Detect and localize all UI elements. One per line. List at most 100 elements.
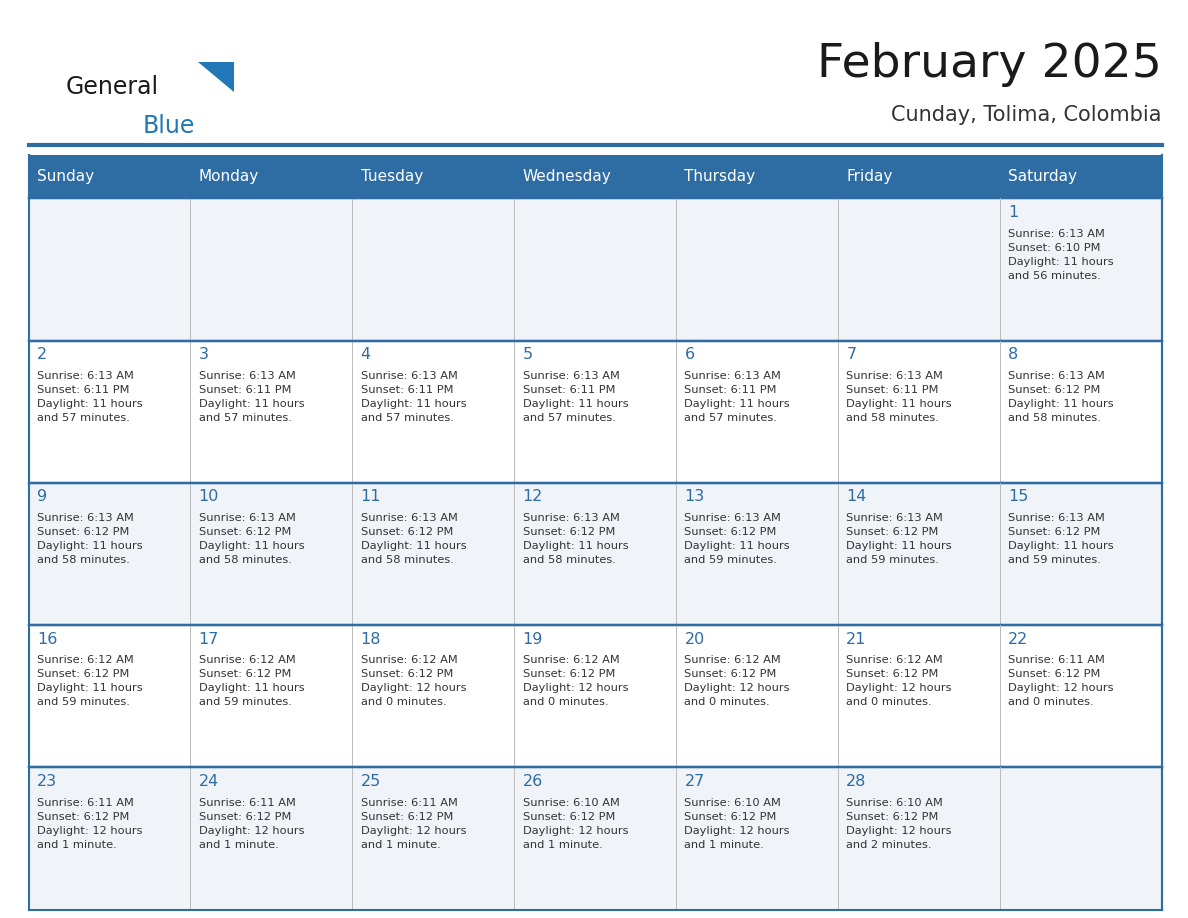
Text: Sunrise: 6:11 AM
Sunset: 6:12 PM
Daylight: 12 hours
and 0 minutes.: Sunrise: 6:11 AM Sunset: 6:12 PM Dayligh…: [1009, 655, 1114, 708]
Text: 14: 14: [846, 489, 867, 504]
Text: February 2025: February 2025: [817, 41, 1162, 87]
Text: 6: 6: [684, 347, 695, 362]
Bar: [190, 198, 353, 341]
Bar: [190, 155, 353, 198]
Text: 9: 9: [37, 489, 48, 504]
Text: Sunrise: 6:13 AM
Sunset: 6:11 PM
Daylight: 11 hours
and 57 minutes.: Sunrise: 6:13 AM Sunset: 6:11 PM Dayligh…: [37, 371, 143, 423]
Bar: [838, 198, 1000, 341]
Bar: [838, 155, 1000, 198]
Text: Sunrise: 6:12 AM
Sunset: 6:12 PM
Daylight: 12 hours
and 0 minutes.: Sunrise: 6:12 AM Sunset: 6:12 PM Dayligh…: [361, 655, 466, 708]
Bar: [353, 625, 514, 767]
Text: 15: 15: [1009, 489, 1029, 504]
Text: 26: 26: [523, 774, 543, 789]
Bar: [1000, 155, 1162, 198]
Text: Sunrise: 6:13 AM
Sunset: 6:11 PM
Daylight: 11 hours
and 57 minutes.: Sunrise: 6:13 AM Sunset: 6:11 PM Dayligh…: [361, 371, 466, 423]
Bar: [838, 767, 1000, 910]
Text: 18: 18: [361, 632, 381, 646]
Bar: [29, 767, 190, 910]
Bar: [190, 341, 353, 483]
Bar: [353, 483, 514, 625]
Text: Wednesday: Wednesday: [523, 169, 612, 185]
Bar: [1000, 483, 1162, 625]
Bar: [838, 341, 1000, 483]
Text: Friday: Friday: [846, 169, 892, 185]
Text: Sunrise: 6:13 AM
Sunset: 6:12 PM
Daylight: 11 hours
and 58 minutes.: Sunrise: 6:13 AM Sunset: 6:12 PM Dayligh…: [1009, 371, 1114, 423]
Bar: [514, 155, 676, 198]
Bar: [190, 767, 353, 910]
Text: 13: 13: [684, 489, 704, 504]
Text: Sunrise: 6:12 AM
Sunset: 6:12 PM
Daylight: 12 hours
and 0 minutes.: Sunrise: 6:12 AM Sunset: 6:12 PM Dayligh…: [846, 655, 952, 708]
Bar: [353, 198, 514, 341]
Text: Sunrise: 6:10 AM
Sunset: 6:12 PM
Daylight: 12 hours
and 1 minute.: Sunrise: 6:10 AM Sunset: 6:12 PM Dayligh…: [523, 798, 628, 850]
Text: Sunrise: 6:13 AM
Sunset: 6:10 PM
Daylight: 11 hours
and 56 minutes.: Sunrise: 6:13 AM Sunset: 6:10 PM Dayligh…: [1009, 229, 1114, 281]
Text: Sunrise: 6:12 AM
Sunset: 6:12 PM
Daylight: 11 hours
and 59 minutes.: Sunrise: 6:12 AM Sunset: 6:12 PM Dayligh…: [198, 655, 304, 708]
Text: 20: 20: [684, 632, 704, 646]
Text: 21: 21: [846, 632, 867, 646]
Bar: [514, 483, 676, 625]
Bar: [353, 341, 514, 483]
Text: 19: 19: [523, 632, 543, 646]
Text: Blue: Blue: [143, 114, 195, 138]
Bar: [29, 198, 190, 341]
Text: Sunrise: 6:10 AM
Sunset: 6:12 PM
Daylight: 12 hours
and 1 minute.: Sunrise: 6:10 AM Sunset: 6:12 PM Dayligh…: [684, 798, 790, 850]
Text: 11: 11: [361, 489, 381, 504]
Bar: [190, 625, 353, 767]
Bar: [1000, 767, 1162, 910]
Bar: [514, 625, 676, 767]
Text: 25: 25: [361, 774, 381, 789]
Bar: [514, 767, 676, 910]
Text: Sunrise: 6:12 AM
Sunset: 6:12 PM
Daylight: 11 hours
and 59 minutes.: Sunrise: 6:12 AM Sunset: 6:12 PM Dayligh…: [37, 655, 143, 708]
Text: Sunrise: 6:13 AM
Sunset: 6:12 PM
Daylight: 11 hours
and 59 minutes.: Sunrise: 6:13 AM Sunset: 6:12 PM Dayligh…: [684, 513, 790, 565]
Text: 2: 2: [37, 347, 48, 362]
Bar: [676, 198, 838, 341]
Text: Sunrise: 6:13 AM
Sunset: 6:12 PM
Daylight: 11 hours
and 58 minutes.: Sunrise: 6:13 AM Sunset: 6:12 PM Dayligh…: [198, 513, 304, 565]
Text: 27: 27: [684, 774, 704, 789]
Text: Sunrise: 6:13 AM
Sunset: 6:11 PM
Daylight: 11 hours
and 58 minutes.: Sunrise: 6:13 AM Sunset: 6:11 PM Dayligh…: [846, 371, 952, 423]
Bar: [514, 341, 676, 483]
Text: 3: 3: [198, 347, 209, 362]
Text: Tuesday: Tuesday: [361, 169, 423, 185]
Text: 22: 22: [1009, 632, 1029, 646]
Bar: [514, 198, 676, 341]
Text: 24: 24: [198, 774, 219, 789]
Bar: [676, 625, 838, 767]
Bar: [29, 341, 190, 483]
Bar: [676, 767, 838, 910]
Text: Sunday: Sunday: [37, 169, 94, 185]
Bar: [29, 155, 190, 198]
Text: 17: 17: [198, 632, 219, 646]
Text: 1: 1: [1009, 205, 1018, 219]
Text: Cunday, Tolima, Colombia: Cunday, Tolima, Colombia: [891, 105, 1162, 125]
Text: Sunrise: 6:11 AM
Sunset: 6:12 PM
Daylight: 12 hours
and 1 minute.: Sunrise: 6:11 AM Sunset: 6:12 PM Dayligh…: [37, 798, 143, 850]
Bar: [1000, 625, 1162, 767]
Bar: [1000, 198, 1162, 341]
Bar: [838, 625, 1000, 767]
Text: Sunrise: 6:12 AM
Sunset: 6:12 PM
Daylight: 12 hours
and 0 minutes.: Sunrise: 6:12 AM Sunset: 6:12 PM Dayligh…: [523, 655, 628, 708]
Text: Sunrise: 6:13 AM
Sunset: 6:11 PM
Daylight: 11 hours
and 57 minutes.: Sunrise: 6:13 AM Sunset: 6:11 PM Dayligh…: [198, 371, 304, 423]
Text: Sunrise: 6:13 AM
Sunset: 6:12 PM
Daylight: 11 hours
and 58 minutes.: Sunrise: 6:13 AM Sunset: 6:12 PM Dayligh…: [37, 513, 143, 565]
Bar: [838, 483, 1000, 625]
Bar: [676, 483, 838, 625]
Text: 28: 28: [846, 774, 867, 789]
Text: General: General: [65, 75, 158, 99]
Bar: [676, 341, 838, 483]
Text: 12: 12: [523, 489, 543, 504]
Bar: [353, 767, 514, 910]
Text: Monday: Monday: [198, 169, 259, 185]
Bar: [353, 155, 514, 198]
Text: Sunrise: 6:13 AM
Sunset: 6:11 PM
Daylight: 11 hours
and 57 minutes.: Sunrise: 6:13 AM Sunset: 6:11 PM Dayligh…: [523, 371, 628, 423]
Text: 8: 8: [1009, 347, 1018, 362]
Text: Sunrise: 6:11 AM
Sunset: 6:12 PM
Daylight: 12 hours
and 1 minute.: Sunrise: 6:11 AM Sunset: 6:12 PM Dayligh…: [198, 798, 304, 850]
Text: 4: 4: [361, 347, 371, 362]
Text: Thursday: Thursday: [684, 169, 756, 185]
Text: Sunrise: 6:13 AM
Sunset: 6:12 PM
Daylight: 11 hours
and 58 minutes.: Sunrise: 6:13 AM Sunset: 6:12 PM Dayligh…: [361, 513, 466, 565]
Bar: [29, 483, 190, 625]
Text: Sunrise: 6:13 AM
Sunset: 6:12 PM
Daylight: 11 hours
and 59 minutes.: Sunrise: 6:13 AM Sunset: 6:12 PM Dayligh…: [1009, 513, 1114, 565]
Text: Sunrise: 6:13 AM
Sunset: 6:12 PM
Daylight: 11 hours
and 58 minutes.: Sunrise: 6:13 AM Sunset: 6:12 PM Dayligh…: [523, 513, 628, 565]
Text: 23: 23: [37, 774, 57, 789]
Polygon shape: [198, 62, 234, 92]
Text: 5: 5: [523, 347, 532, 362]
Text: 10: 10: [198, 489, 219, 504]
Bar: [1000, 341, 1162, 483]
Text: 7: 7: [846, 347, 857, 362]
